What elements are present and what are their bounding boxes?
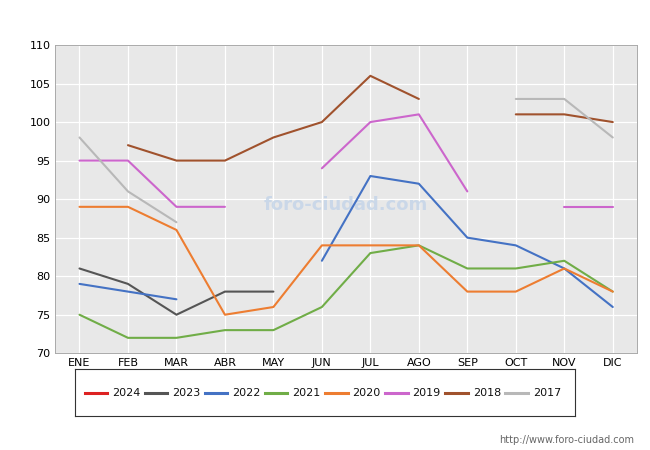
Text: 2024: 2024 (112, 387, 140, 398)
Text: foro-ciudad.com: foro-ciudad.com (264, 196, 428, 214)
Text: 2018: 2018 (473, 387, 501, 398)
Text: 2020: 2020 (352, 387, 381, 398)
Text: 2017: 2017 (533, 387, 561, 398)
Text: 2021: 2021 (292, 387, 320, 398)
Text: Afiliados en San Bartolomé de Pinares a 31/5/2024: Afiliados en San Bartolomé de Pinares a … (107, 13, 543, 28)
Text: 2019: 2019 (413, 387, 441, 398)
Text: 2022: 2022 (233, 387, 261, 398)
Text: 2023: 2023 (172, 387, 201, 398)
Text: http://www.foro-ciudad.com: http://www.foro-ciudad.com (499, 435, 634, 445)
